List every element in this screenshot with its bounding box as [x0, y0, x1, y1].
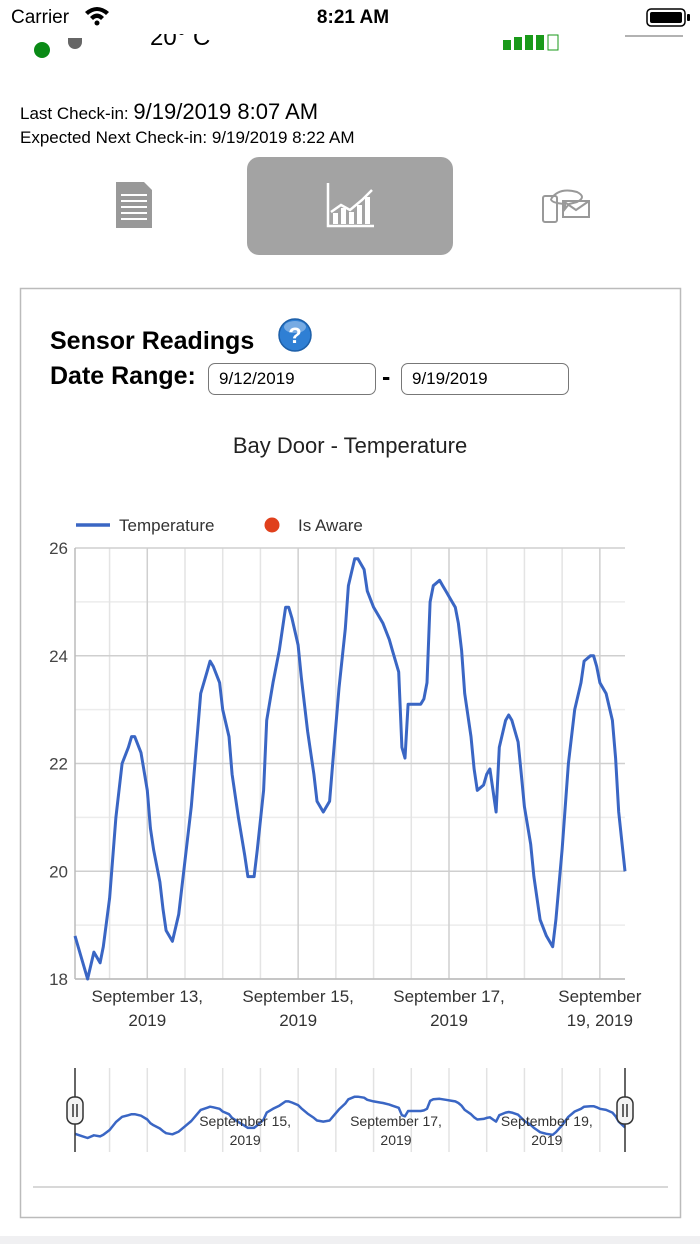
navigator-line	[74, 1095, 626, 1140]
clock: 8:21 AM	[316, 7, 390, 28]
legend-label: Is Aware	[298, 516, 363, 535]
temperature: 20° C	[150, 34, 211, 50]
navigator-label: September 17, 2019	[350, 1113, 442, 1148]
last-check-in: Last Check-in: 9/19/2019 8:07 AM	[20, 100, 318, 126]
x-tick-label: September 19, 2019	[558, 987, 642, 1030]
panel-heading: Sensor Readings	[50, 327, 255, 355]
last-check-in-value: 9/19/2019 8:07 AM	[133, 99, 319, 124]
x-tick-label: September 15, 2019	[242, 987, 354, 1030]
footer-strip	[0, 1236, 700, 1244]
navigator-label: September 15, 2019	[199, 1113, 292, 1148]
next-check-in-label: Expected Next Check-in:	[20, 128, 208, 147]
navigator-label: September 19, 2019	[500, 1113, 593, 1148]
legend-marker	[264, 517, 280, 533]
y-tick-label: 22	[49, 755, 68, 774]
chart-tab-icon	[326, 183, 374, 228]
next-check-in-value: 9/19/2019 8:22 AM	[211, 128, 355, 147]
wifi-icon	[85, 7, 109, 26]
chart-card	[19, 287, 682, 1219]
y-tick-label: 26	[49, 539, 68, 558]
date-range-label: Date Range:	[50, 362, 196, 390]
signal-bars	[503, 34, 559, 51]
details-tab[interactable]	[116, 182, 152, 228]
y-tick-label: 20	[49, 862, 68, 881]
x-tick-label: September 17, 2019	[393, 987, 505, 1030]
legend-label: Temperature	[119, 516, 214, 535]
y-tick-label: 24	[49, 647, 68, 666]
end-date-input[interactable]: 9/19/2019	[401, 363, 569, 395]
help-mark: ?	[288, 323, 301, 348]
series-line	[73, 557, 627, 981]
x-tick-label: September 13, 2019	[91, 987, 204, 1030]
chart-tab[interactable]	[247, 157, 453, 255]
status-dot	[34, 42, 50, 58]
y-tick-label: 18	[49, 970, 68, 989]
navigator-handle-grip	[622, 1104, 628, 1117]
next-check-in: Expected Next Check-in: 9/19/2019 8:22 A…	[20, 127, 355, 149]
temperature-clip: 20° C	[150, 34, 210, 50]
range-separator: -	[382, 363, 391, 391]
start-date-input[interactable]: 9/12/2019	[208, 363, 376, 395]
navigator-handle	[66, 1096, 84, 1125]
chart-title: Bay Door - Temperature	[233, 433, 467, 458]
battery-icon	[646, 8, 690, 27]
messages-tab[interactable]	[542, 189, 590, 223]
divider	[0, 34, 700, 35]
navigator-handle	[616, 1096, 634, 1125]
last-check-in-label: Last Check-in:	[20, 104, 129, 123]
navigator-handle-grip	[72, 1104, 78, 1117]
carrier: Carrier	[11, 7, 70, 28]
status-dot	[68, 38, 82, 49]
help-button[interactable]	[278, 318, 312, 352]
